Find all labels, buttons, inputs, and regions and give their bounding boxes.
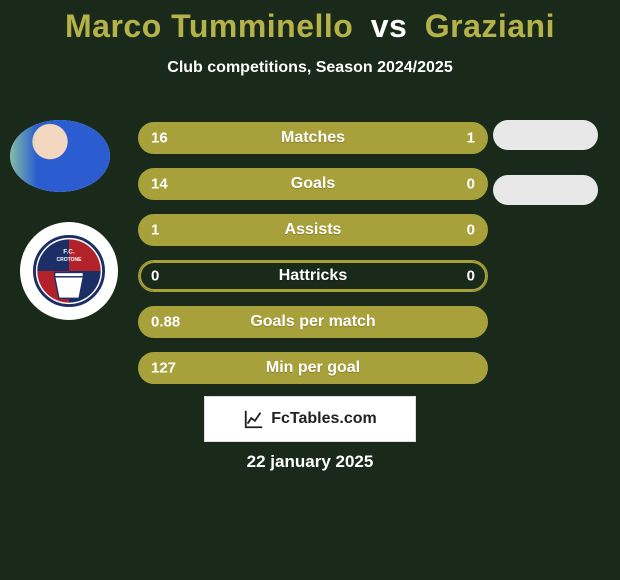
source-text: FcTables.com [271,410,377,428]
svg-text:F.C.: F.C. [63,249,75,256]
player-right-avatar-2 [493,175,598,205]
stat-label: Goals per match [139,313,487,331]
stat-row: 00Hattricks [138,260,488,292]
svg-text:CROTONE: CROTONE [56,257,82,263]
source-badge[interactable]: FcTables.com [204,396,416,442]
stat-row: 127Min per goal [138,352,488,384]
player-right-name: Graziani [425,8,555,44]
player-right-avatar-1 [493,120,598,150]
stat-label: Min per goal [139,359,487,377]
player-left-name: Marco Tumminello [65,8,353,44]
comparison-title: Marco Tumminello vs Graziani [0,0,620,45]
vs-text: vs [371,8,408,44]
avatar-image [10,120,110,192]
subtitle: Club competitions, Season 2024/2025 [0,59,620,77]
stat-label: Goals [139,175,487,193]
stat-bars-container: 161Matches 140Goals 10Assists 00Hattricks 0.… [138,122,488,398]
crest-icon: F.C. CROTONE [33,235,105,307]
stat-label: Matches [139,129,487,147]
player-left-avatar [10,120,110,192]
stat-row: 0.88Goals per match [138,306,488,338]
stat-label: Hattricks [139,267,487,285]
chart-icon [243,408,265,430]
stat-row: 140Goals [138,168,488,200]
date-text: 22 january 2025 [0,452,620,472]
stat-label: Assists [139,221,487,239]
club-crest: F.C. CROTONE [20,222,118,320]
stat-row: 161Matches [138,122,488,154]
stat-row: 10Assists [138,214,488,246]
